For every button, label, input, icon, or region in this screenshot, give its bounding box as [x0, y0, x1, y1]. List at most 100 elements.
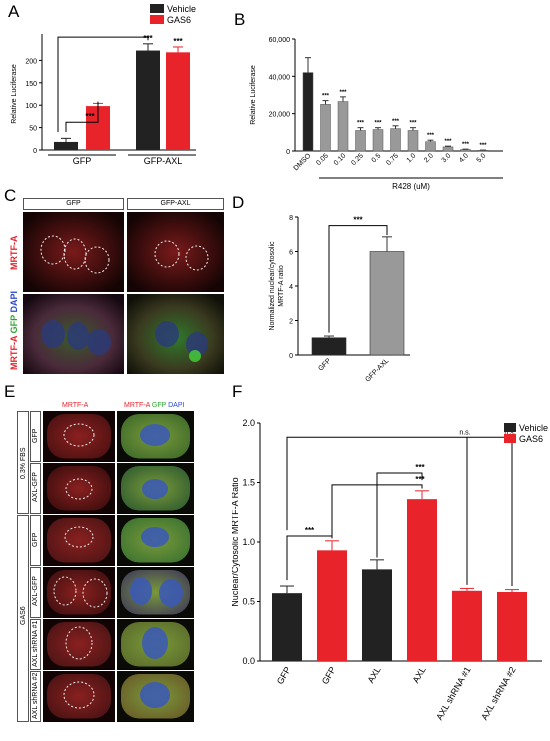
- chart-b-sig-label: ***: [339, 90, 347, 96]
- micrograph-e-mrtfa: [43, 463, 115, 514]
- micrograph-e-mrtfa: [43, 671, 115, 722]
- chart-f-xtick-label: GFP: [275, 665, 293, 686]
- chart-f-bar: [407, 499, 437, 661]
- chart-f-legend-label: Vehicle: [519, 423, 548, 433]
- chart-f-bar: [452, 590, 482, 661]
- chart-b-sig-label: ***: [444, 139, 452, 145]
- chart-b-xtick-label: DMSO: [293, 152, 313, 172]
- chart-a-legend-label: GAS6: [167, 15, 191, 25]
- chart-f-sig-label: n.s.: [504, 429, 515, 436]
- panel-e-group-box-gas6: GAS6: [17, 515, 29, 722]
- micrograph-c-gfp-merge: [23, 294, 124, 374]
- micrograph-e-mrtfa: [43, 619, 115, 670]
- chart-d-bar: [311, 337, 347, 356]
- chart-b-bar: [337, 101, 349, 152]
- chart-a-ytick-label: 200: [25, 58, 37, 65]
- chart-f-xtick-label: AXL shRNA #2: [479, 665, 518, 722]
- chart-a-ytick-label: 0: [33, 148, 37, 155]
- chart-b-bar: [302, 72, 314, 152]
- panel-e-header-mrtfa: MRTF-A: [62, 402, 89, 409]
- panel-e-row-label-box: AXL-GFP: [30, 567, 41, 618]
- chart-a-ytick-label: 50: [29, 126, 37, 133]
- panel-letter-e: E: [4, 382, 16, 401]
- chart-b-xtick-label: 4.0: [458, 152, 470, 164]
- chart-b-bar: [372, 129, 384, 152]
- micrograph-c-gfpaxl-mrtfa: [127, 212, 224, 292]
- chart-a-bar: [54, 141, 78, 150]
- chart-d-ytick-label: 8: [289, 215, 293, 222]
- chart-b-ylabel: Relative Luciferase: [250, 65, 257, 125]
- chart-f-bracket: [376, 472, 423, 558]
- chart-d-bracket: [328, 225, 388, 333]
- chart-d: 0 2 4 6 8 Normalized nuclear/cytosolic MRTF-A …: [269, 215, 410, 384]
- panel-letter-d: D: [232, 193, 245, 212]
- chart-d-ylabel-line1: Normalized nuclear/cytosolic: [269, 241, 276, 331]
- micrograph-e-merge: [117, 671, 194, 722]
- chart-b-xtick-label: 0.25: [350, 152, 365, 167]
- chart-f-bar: [497, 591, 527, 661]
- micrograph-e-merge: [117, 619, 194, 670]
- chart-a-legend-swatch: [150, 15, 164, 24]
- panel-e-row-label: GFP: [32, 532, 39, 547]
- chart-b-bar: [355, 130, 366, 152]
- chart-f-ytick-label: 0.5: [242, 597, 255, 607]
- chart-a-bar: [166, 52, 190, 150]
- panel-letter-c: C: [4, 186, 17, 205]
- chart-f-ytick-label: 2.0: [242, 418, 255, 428]
- panel-e-row-label-box: AXL shRNA #1: [30, 619, 41, 670]
- micrograph-e-merge: [117, 463, 194, 514]
- chart-a-ylabel: Relative Luciferase: [11, 64, 18, 124]
- chart-b-ytick-label: 0: [286, 149, 290, 156]
- chart-d-bar: [369, 251, 405, 356]
- chart-f-ytick-label: 1.0: [242, 537, 255, 547]
- chart-b-bar: [390, 128, 401, 152]
- chart-b-sig-label: ***: [392, 119, 400, 125]
- chart-b-bar: [407, 130, 419, 152]
- chart-f-ylabel: Nuclear/Cytosolic MRTF-A Ratio: [232, 477, 240, 606]
- panel-c-row1-label: MRTF-A: [9, 235, 19, 271]
- panel-e-header-merge-dapi: DAPI: [168, 402, 185, 409]
- chart-b-bar: [425, 141, 436, 152]
- chart-b-sig-label: ***: [462, 142, 470, 148]
- panel-c-header-gfp-axl: GFP-AXL: [127, 198, 224, 210]
- chart-a-ytick-label: 100: [25, 103, 37, 110]
- micrograph-c-gfpaxl-merge: [127, 294, 224, 374]
- chart-f-ytick-label: 1.5: [242, 478, 255, 488]
- chart-a: 0 50 100 150 200 Relative Luciferase GFP GFP-AX…: [11, 4, 196, 166]
- panel-e-header-merge-mrtfa: MRTF-A: [124, 402, 150, 409]
- chart-b-sig-label: ***: [374, 121, 382, 127]
- panel-e-row-label-box: AXL-GFP: [30, 463, 41, 514]
- panel-e-row-label-box: AXL shRNA #2: [30, 671, 41, 722]
- chart-f-ytick-label: 0.0: [242, 656, 255, 666]
- chart-a-legend-swatch: [150, 4, 164, 13]
- panel-e-row-label: AXL shRNA #2: [32, 672, 39, 719]
- chart-f-bar: [317, 550, 347, 661]
- chart-f-bar: [362, 569, 392, 661]
- panel-e-row-label-box: GFP: [30, 411, 41, 462]
- chart-b-xtick-label: 0.10: [333, 152, 348, 167]
- chart-f-legend-label: GAS6: [519, 434, 543, 444]
- panel-e-row-label: AXL-GFP: [32, 575, 39, 606]
- chart-f-xtick-label: AXL shRNA #1: [434, 665, 473, 722]
- chart-d-ytick-label: 6: [289, 250, 293, 257]
- chart-f: 0.0 0.5 1.0 1.5 2.0 Nuclear/Cytosolic MRTF-A …: [232, 418, 548, 722]
- panel-e-header-merge-gfp: GFP: [151, 402, 167, 409]
- chart-b-ytick-label: 60,000: [269, 37, 291, 44]
- chart-f-legend-swatch: [504, 434, 516, 443]
- chart-b-xtick-label: 5.0: [476, 152, 488, 164]
- chart-b-xtick-label: 0.05: [315, 152, 330, 167]
- chart-b-ytick-label: 40,000: [269, 74, 291, 81]
- micrograph-e-merge: [117, 515, 194, 566]
- panel-e-group-label: GAS6: [20, 606, 27, 625]
- chart-f-sig-label: n.s.: [459, 429, 470, 436]
- chart-f-bracket: [286, 436, 512, 531]
- micrograph-e-merge: [117, 411, 194, 462]
- micrograph-e-mrtfa: [43, 567, 115, 618]
- chart-d-xtick-label: GFP-AXL: [364, 357, 390, 383]
- panel-c-header-gfp: GFP: [23, 198, 124, 210]
- chart-b-sig-label: ***: [409, 121, 417, 127]
- panel-e-group-box-fbs: 0.3% FBS: [17, 411, 29, 514]
- chart-a-ytick-label: 150: [25, 81, 37, 88]
- chart-f-xtick-label: GFP: [320, 665, 338, 686]
- panel-c-row2-label: MRTF-A GFP DAPI: [9, 291, 19, 370]
